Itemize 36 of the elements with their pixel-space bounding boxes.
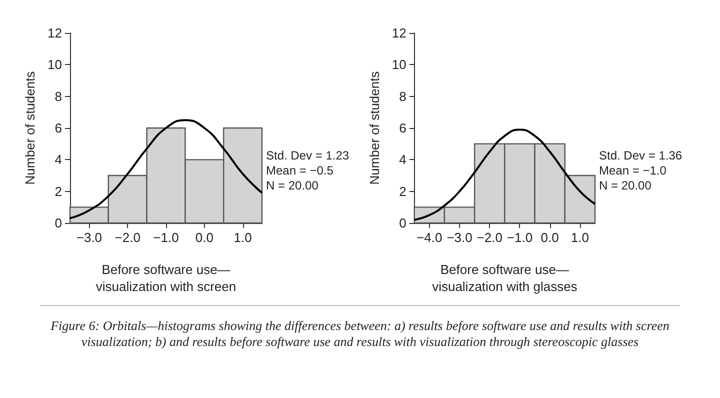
y-tick-label: 8 [54, 88, 62, 104]
y-axis-title: Number of students [22, 70, 38, 185]
x-tick-label: −2.0 [476, 230, 502, 245]
y-tick-label: 6 [54, 120, 62, 136]
x-axis-title: Before software use— visualization with glasses [432, 262, 578, 294]
y-tick-label: 4 [399, 152, 406, 168]
x-tick-label: −2.0 [114, 230, 140, 245]
y-tick-label: 0 [54, 216, 62, 230]
y-tick-label: 12 [392, 26, 406, 40]
x-tick-label: 0.0 [195, 230, 214, 245]
x-tick-label: −3.0 [76, 230, 102, 245]
x-tick-label: 1.0 [570, 230, 589, 245]
y-tick-label: 6 [399, 120, 406, 136]
x-tick-label: −1.0 [506, 230, 533, 245]
y-tick-label: 2 [54, 184, 62, 199]
x-axis-title: Before software use— visualization with screen [96, 262, 236, 294]
text: Std. Dev = 1.36 [599, 148, 682, 162]
caption: Figure 6: Orbitals—histograms showing the differences between: a) results before software use and results with screen visualization; b) and results before software use and results with visualization through stereoscopic glasses [50, 318, 670, 350]
text: Std. Dev = 1.23 [266, 148, 350, 162]
y-tick-label: 12 [48, 26, 62, 40]
y-tick-label: 10 [48, 57, 62, 72]
y-tick-label: 4 [54, 152, 62, 168]
y-tick-label: 2 [399, 184, 406, 199]
y-tick-label: 10 [392, 57, 406, 72]
y-tick-label: 8 [399, 88, 406, 104]
x-tick-label: −1.0 [153, 230, 179, 245]
y-tick-label: 0 [399, 216, 406, 230]
text: Mean = −1.0 [599, 164, 667, 178]
y-axis-title: Number of students [367, 70, 382, 185]
text: Mean = −0.5 [266, 164, 334, 178]
x-tick-label: −3.0 [446, 230, 472, 245]
text: N = 20.00 [599, 178, 652, 192]
x-tick-label: −4.0 [416, 230, 442, 245]
x-tick-label: 1.0 [234, 230, 252, 245]
x-tick-label: 0.0 [540, 230, 559, 245]
text: N = 20.00 [266, 178, 319, 192]
